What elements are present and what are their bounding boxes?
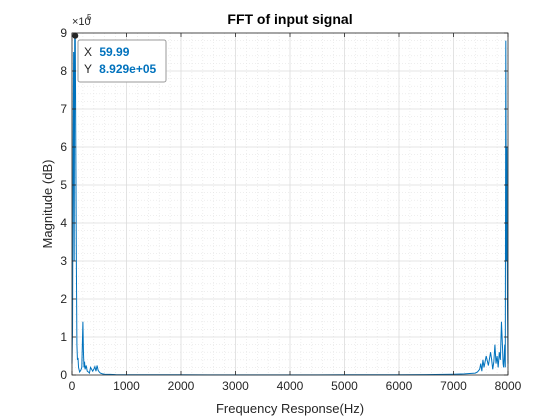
datatip-y-label: Y <box>84 62 92 76</box>
datatip-y-value: 8.929e+05 <box>99 62 156 76</box>
y-tick-label: 4 <box>60 216 67 230</box>
y-ticks: 0 1 2 3 4 5 6 7 8 9 <box>60 26 508 382</box>
datatip-x-label: X <box>84 45 92 59</box>
x-axis-label: Frequency Response(Hz) <box>216 401 364 416</box>
y-tick-label: 2 <box>60 292 67 306</box>
datatip[interactable]: X 59.99 Y 8.929e+05 <box>72 32 167 83</box>
y-axis-label: Magnitude (dB) <box>40 160 55 249</box>
x-tick-label: 8000 <box>495 379 522 393</box>
datatip-x-row: X 59.99 <box>84 45 130 59</box>
x-tick-label: 5000 <box>331 379 358 393</box>
y-tick-label: 1 <box>60 330 67 344</box>
datatip-box <box>77 39 167 83</box>
x-tick-label: 2000 <box>168 379 195 393</box>
x-tick-label: 6000 <box>386 379 413 393</box>
x-tick-label: 0 <box>69 379 76 393</box>
x-ticks: 0 1000 2000 3000 4000 5000 6000 7000 8000 <box>69 33 522 393</box>
chart-title: FFT of input signal <box>227 11 352 27</box>
x-tick-label: 3000 <box>222 379 249 393</box>
y-tick-label: 8 <box>60 64 67 78</box>
y-tick-label: 7 <box>60 102 67 116</box>
y-tick-label: 0 <box>60 368 67 382</box>
y-tick-label: 6 <box>60 140 67 154</box>
y-exponent-power: 5 <box>87 13 92 22</box>
y-exponent: ×10 5 <box>72 13 92 28</box>
y-tick-label: 3 <box>60 254 67 268</box>
y-exponent-base: ×10 <box>72 16 91 28</box>
datatip-x-value: 59.99 <box>99 45 129 59</box>
datatip-y-row: Y 8.929e+05 <box>84 62 157 76</box>
axes[interactable]: 0 1000 2000 3000 4000 5000 6000 7000 8000 0 1 2 3 4 5… <box>60 26 521 393</box>
x-tick-label: 7000 <box>440 379 467 393</box>
datatip-marker[interactable] <box>72 32 79 39</box>
x-tick-label: 4000 <box>277 379 304 393</box>
x-tick-label: 1000 <box>113 379 140 393</box>
y-tick-label: 5 <box>60 178 67 192</box>
y-tick-label: 9 <box>60 26 67 40</box>
